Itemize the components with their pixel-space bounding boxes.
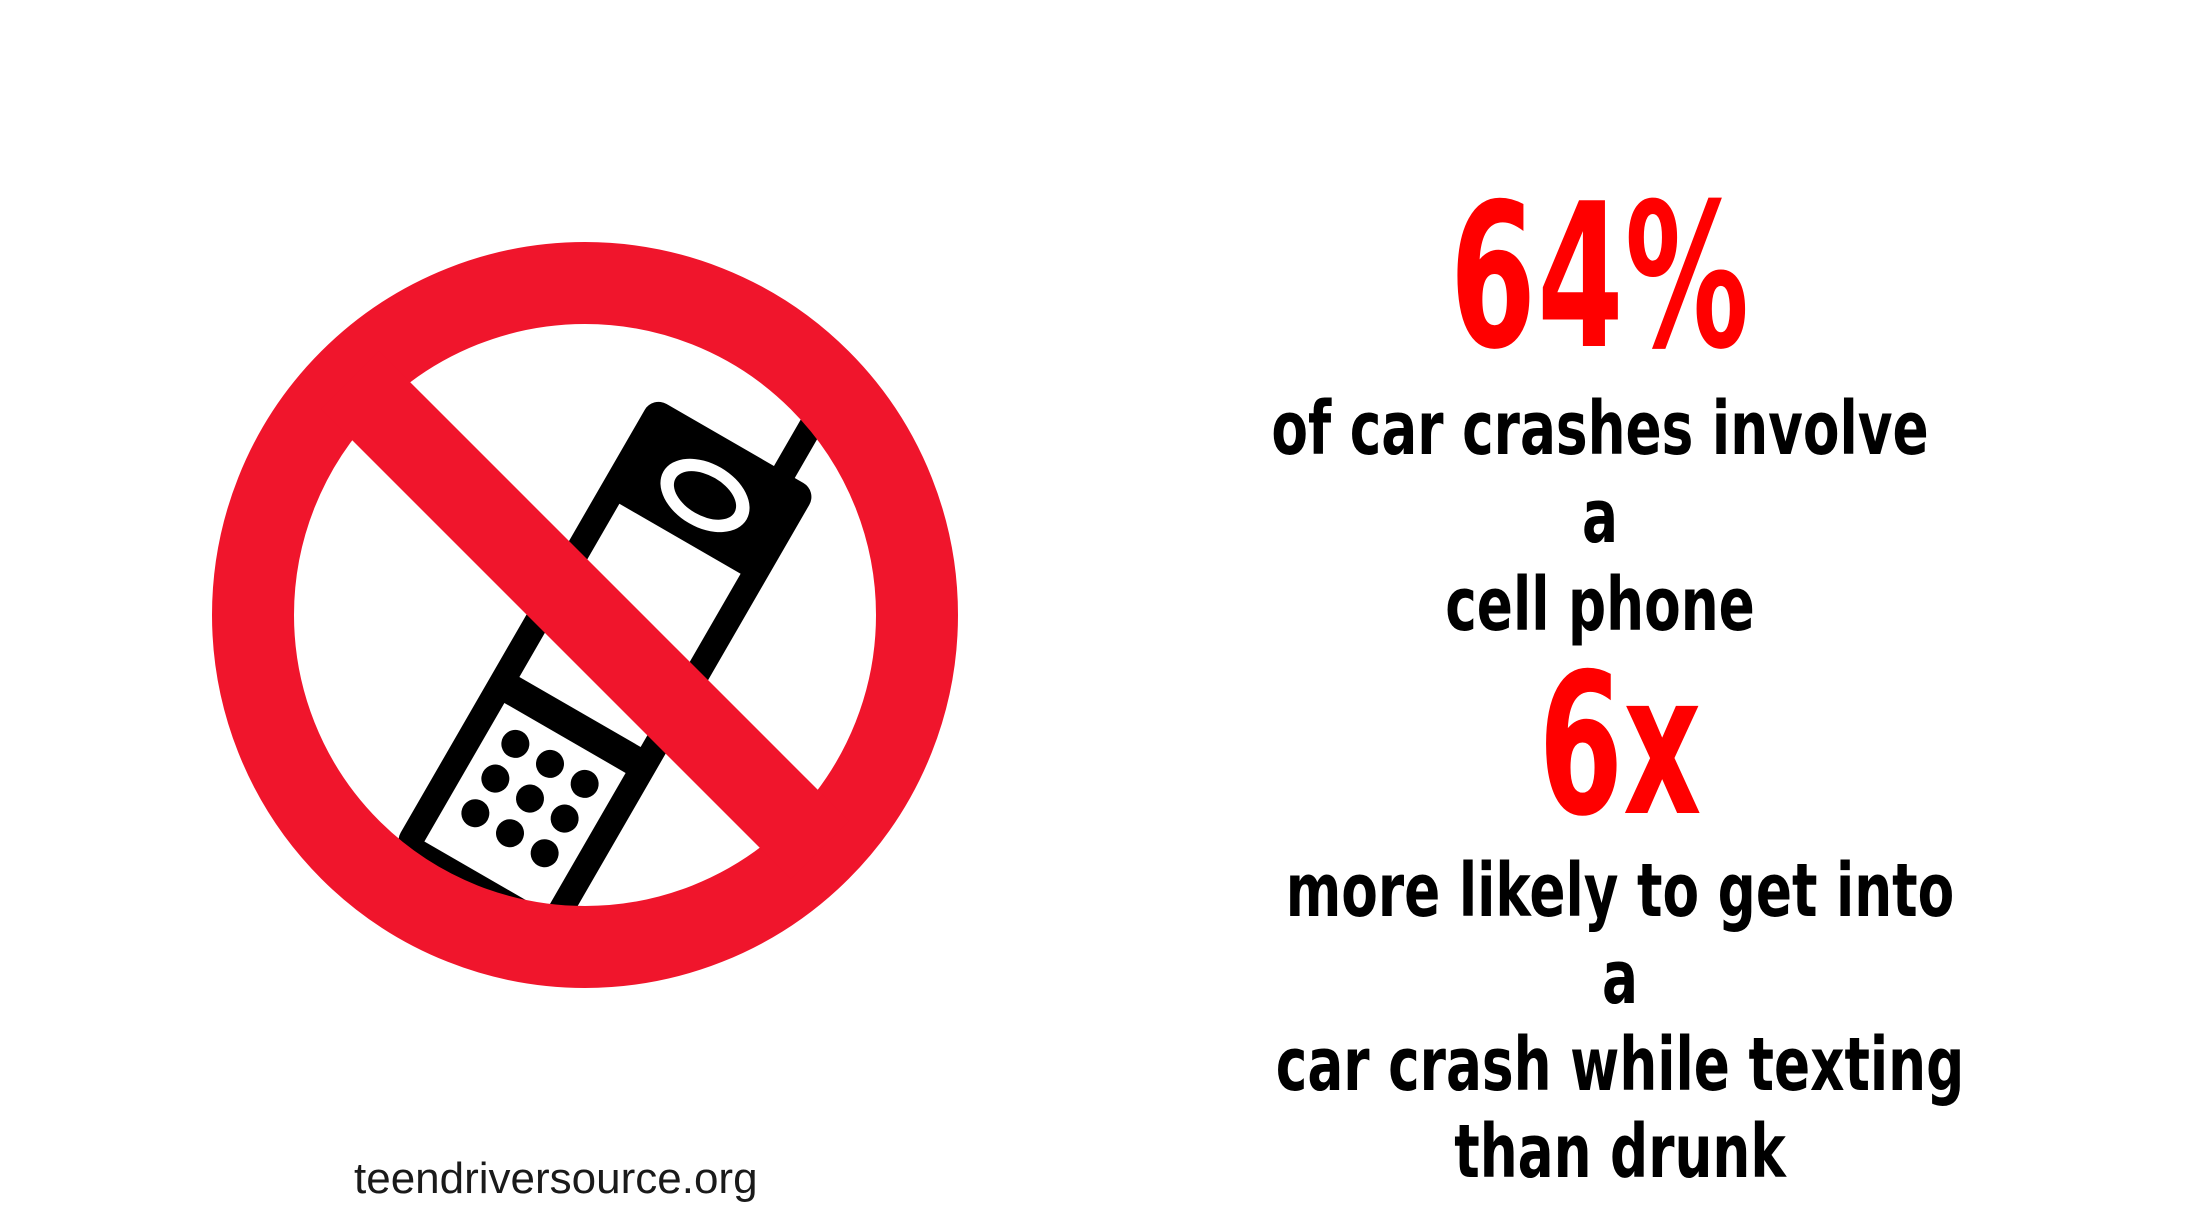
stat-number: 64% xyxy=(1449,161,1751,394)
stat-caption-crashes: of car crashes involve a cell phone xyxy=(1120,385,2080,649)
prohibition-ring xyxy=(212,242,958,988)
stat-multiplier: 6x xyxy=(1360,648,1880,844)
caption-line: more likely to get into a xyxy=(1285,848,1955,1021)
stat-number: 6x xyxy=(1538,632,1702,860)
no-cell-phone-icon xyxy=(212,242,958,988)
stat-percentage: 64% xyxy=(1280,178,1920,378)
caption-line: car crash while texting xyxy=(1275,1022,1965,1108)
source-credit: teendriversource.org xyxy=(354,1154,758,1203)
caption-line: cell phone xyxy=(1445,562,1755,648)
prohibition-slash xyxy=(321,351,849,879)
caption-line: of car crashes involve a xyxy=(1271,386,1929,560)
caption-line: than drunk xyxy=(1454,1109,1786,1195)
stat-caption-texting: more likely to get into a car crash whil… xyxy=(1120,848,2120,1196)
